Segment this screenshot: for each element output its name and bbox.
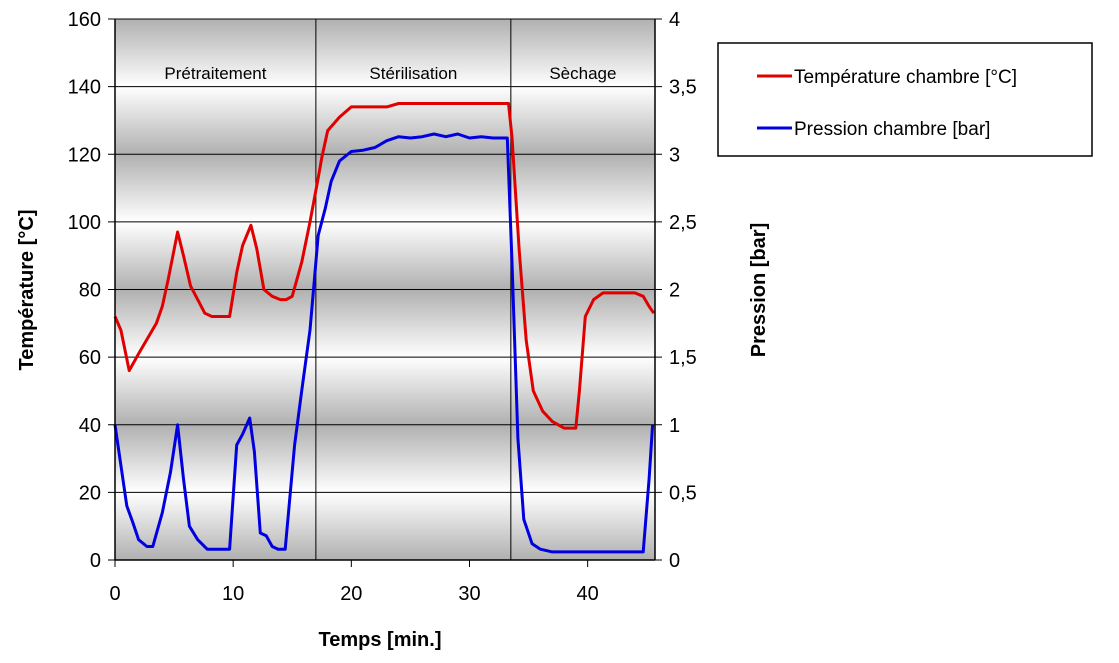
- phase-dividers: [315, 19, 512, 560]
- left-tick-label: 20: [79, 482, 101, 504]
- x-tick-label: 20: [340, 583, 362, 605]
- left-tick-label: 100: [68, 212, 101, 234]
- right-tick-label: 2,5: [669, 212, 697, 234]
- y2-axis-title: Pression [bar]: [748, 223, 770, 357]
- x-tick-label: 10: [222, 583, 244, 605]
- phase-label: Stérilisation: [369, 64, 457, 83]
- left-tick-label: 40: [79, 415, 101, 437]
- x-axis-ticks: 0 10 20 30 40: [109, 560, 599, 605]
- x-tick-label: 40: [577, 583, 599, 605]
- left-axis-ticks: 0 20 40 60 80 100 120 140 160: [68, 9, 115, 572]
- right-tick-label: 2: [669, 280, 680, 302]
- x-axis-title: Temps [min.]: [319, 629, 442, 651]
- gridlines: [115, 18, 655, 493]
- temperature-series-line: [113, 102, 656, 430]
- phase-labels: Prétraitement Stérilisation Sèchage: [164, 64, 616, 83]
- left-tick-label: 160: [68, 9, 101, 31]
- left-tick-label: 140: [68, 77, 101, 99]
- right-tick-label: 0: [669, 550, 680, 572]
- legend-box: [717, 42, 1093, 157]
- right-tick-label: 1,5: [669, 347, 697, 369]
- phase-label: Prétraitement: [164, 64, 266, 83]
- legend-label-temperature: Température chambre [°C]: [794, 67, 1017, 88]
- right-tick-label: 1: [669, 415, 680, 437]
- left-tick-label: 0: [90, 550, 101, 572]
- right-tick-label: 4: [669, 9, 680, 31]
- y-axis-title: Température [°C]: [16, 210, 38, 371]
- right-axis-ticks: 0 0,5 1 1,5 2 2,5 3 3,5 4: [655, 9, 697, 572]
- legend-label-pressure: Pression chambre [bar]: [794, 119, 990, 140]
- series-layer: [113, 102, 656, 554]
- right-tick-label: 3: [669, 144, 680, 166]
- left-tick-label: 80: [79, 280, 101, 302]
- right-tick-label: 0,5: [669, 482, 697, 504]
- pressure-series-line: [113, 132, 655, 554]
- phase-label: Sèchage: [549, 64, 616, 83]
- left-tick-label: 60: [79, 347, 101, 369]
- right-tick-label: 3,5: [669, 77, 697, 99]
- legend: Température chambre [°C] Pression chambr…: [717, 42, 1093, 157]
- x-tick-label: 0: [109, 583, 120, 605]
- x-tick-label: 30: [458, 583, 480, 605]
- left-tick-label: 120: [68, 144, 101, 166]
